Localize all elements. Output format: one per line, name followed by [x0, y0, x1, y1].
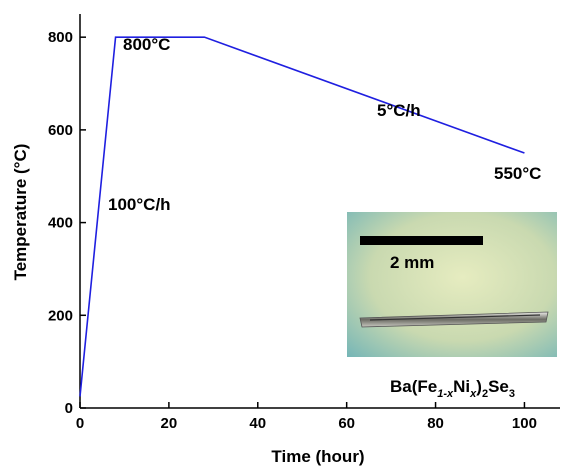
- crystal-edge: [369, 314, 541, 321]
- inset-photo: 2 mm: [347, 212, 557, 357]
- x-axis-label: Time (hour): [271, 447, 364, 466]
- y-tick-label: 0: [65, 400, 73, 417]
- y-tick-label: 400: [48, 215, 73, 232]
- temperature-line: [79, 36, 525, 397]
- y-tick-label: 200: [48, 307, 73, 324]
- formula-part: Se: [488, 377, 509, 396]
- scale-label: 2 mm: [390, 253, 434, 272]
- y-tick-label: 600: [48, 122, 73, 139]
- annotation: 100°C/h: [108, 195, 171, 214]
- scale-bar: [360, 236, 483, 245]
- formula-sub: 2: [482, 388, 488, 400]
- formula: Ba(Fe1-xNix)2Se3: [390, 377, 515, 400]
- x-tick-label: 60: [338, 415, 355, 432]
- x-tick-label: 20: [161, 415, 178, 432]
- formula-sub: 3: [509, 388, 515, 400]
- x-tick-label: 40: [249, 415, 266, 432]
- y-axis-label: Temperature (°C): [11, 144, 30, 281]
- formula-part: Ba(Fe: [390, 377, 437, 396]
- x-tick-label: 80: [427, 415, 444, 432]
- x-tick-label: 100: [512, 415, 537, 432]
- x-tick-label: 0: [76, 415, 84, 432]
- annotation: 800°C: [123, 35, 170, 54]
- formula-part: ): [476, 377, 482, 396]
- formula-sub: x: [469, 388, 477, 400]
- y-tick-label: 800: [48, 29, 73, 46]
- annotation: 550°C: [494, 164, 541, 183]
- formula-sub: 1-x: [437, 388, 454, 400]
- photo-background: [347, 212, 557, 357]
- formula-part: Ni: [453, 377, 470, 396]
- annotation: 5°C/h: [377, 101, 421, 120]
